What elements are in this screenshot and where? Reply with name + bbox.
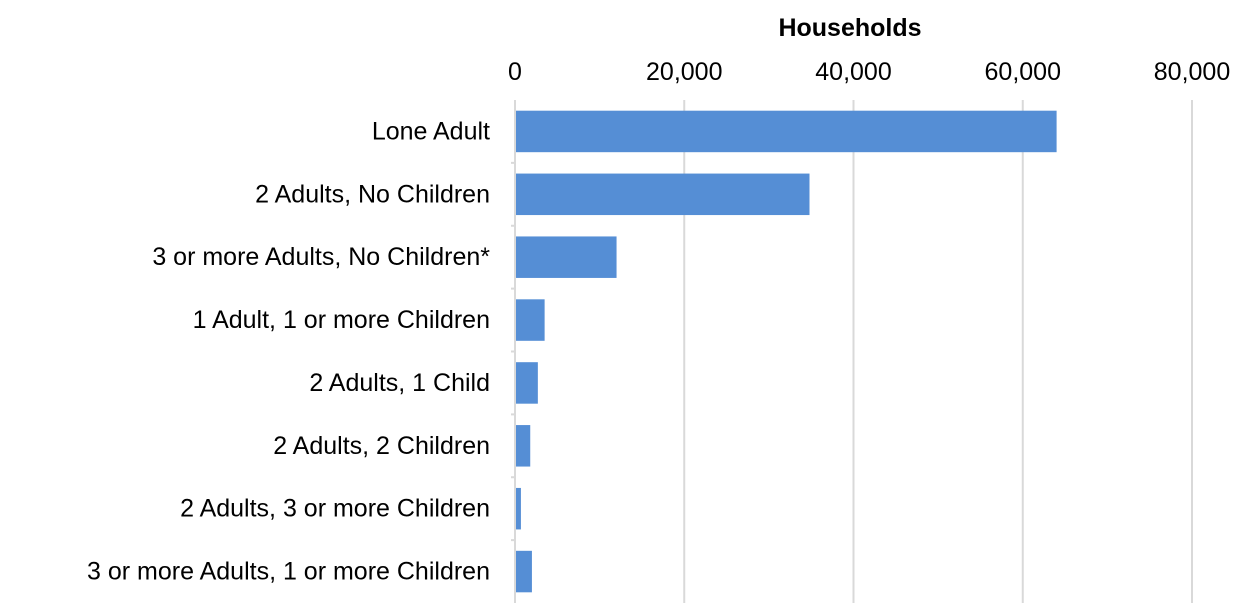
x-tick-label: 80,000 <box>1154 58 1230 86</box>
x-tick-label: 60,000 <box>985 58 1061 86</box>
bar <box>515 110 1057 153</box>
category-label: Lone Adult <box>372 117 490 145</box>
bar <box>515 236 617 278</box>
x-tick-label: 40,000 <box>815 58 891 86</box>
bar <box>515 299 545 341</box>
x-axis-title: Households <box>778 14 921 42</box>
bar <box>515 173 810 216</box>
x-tick-labels: 0 20,000 40,000 60,000 80,000 <box>508 58 1230 86</box>
category-label: 2 Adults, No Children <box>255 180 490 208</box>
x-tick-label: 20,000 <box>646 58 722 86</box>
bar <box>515 362 538 404</box>
bars <box>515 110 1057 593</box>
category-labels: Lone Adult 2 Adults, No Children 3 or more… <box>87 117 515 586</box>
bar <box>515 550 532 593</box>
category-label: 3 or more Adults, 1 or more Children <box>87 558 490 586</box>
bar <box>515 487 521 530</box>
category-label: 2 Adults, 1 Child <box>309 369 490 397</box>
bar <box>515 425 531 467</box>
category-label: 2 Adults, 2 Children <box>273 432 490 460</box>
x-tick-label: 0 <box>508 58 522 86</box>
category-label: 1 Adult, 1 or more Children <box>193 306 490 334</box>
gridlines <box>683 100 1193 603</box>
category-label: 2 Adults, 3 or more Children <box>180 495 490 523</box>
category-label: 3 or more Adults, No Children* <box>152 243 490 271</box>
